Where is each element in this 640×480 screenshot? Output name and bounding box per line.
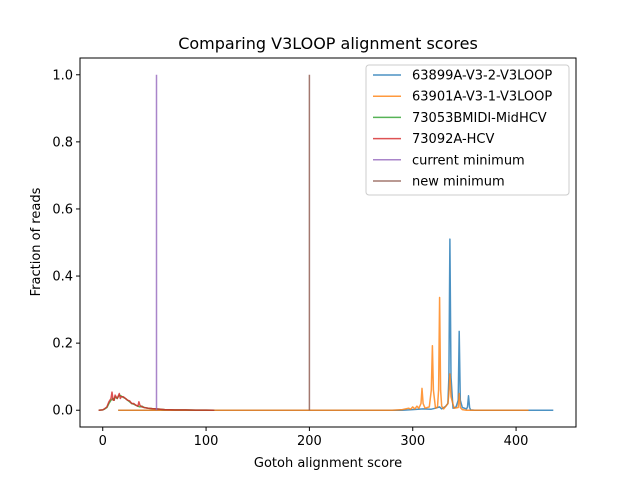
y-tick-label: 0.4: [52, 270, 73, 285]
y-tick-label: 1.0: [52, 68, 73, 83]
x-tick-label: 400: [504, 434, 529, 449]
plot-frame: [79, 57, 577, 428]
y-axis-label: Fraction of reads: [29, 187, 44, 296]
legend-label: current minimum: [412, 153, 525, 168]
series-layer: [98, 74, 554, 411]
series-line-73092a-hcv: [98, 391, 215, 411]
legend: 63899A-V3-2-V3LOOP 63901A-V3-1-V3LOOP 7305…: [365, 64, 570, 196]
x-tick-label: 0: [99, 434, 107, 449]
series-line-63899a-v3-2-v3loop: [118, 238, 554, 411]
x-axis-label: Gotoh alignment score: [254, 456, 402, 471]
legend-frame: [365, 64, 570, 196]
x-tick-label: 100: [194, 434, 219, 449]
y-tick-label: 0.8: [52, 135, 73, 150]
y-tick-label: 0.0: [52, 404, 73, 419]
y-tick-label: 0.2: [52, 337, 73, 352]
legend-label: 73092A-HCV: [412, 132, 495, 147]
y-axis: 0.0 0.2 0.4 0.6 0.8 1.0: [52, 68, 80, 419]
x-tick-label: 300: [400, 434, 425, 449]
y-tick-label: 0.6: [52, 202, 73, 217]
x-tick-label: 200: [297, 434, 322, 449]
chart-title: Comparing V3LOOP alignment scores: [178, 34, 478, 53]
x-axis: 0 100 200 300 400: [99, 427, 529, 449]
legend-label: 63899A-V3-2-V3LOOP: [412, 69, 552, 84]
series-line-63901a-v3-1-v3loop: [118, 296, 529, 411]
legend-label: 73053BMIDI-MidHCV: [412, 111, 547, 126]
legend-label: new minimum: [412, 175, 505, 190]
legend-label: 63901A-V3-1-V3LOOP: [412, 90, 552, 105]
